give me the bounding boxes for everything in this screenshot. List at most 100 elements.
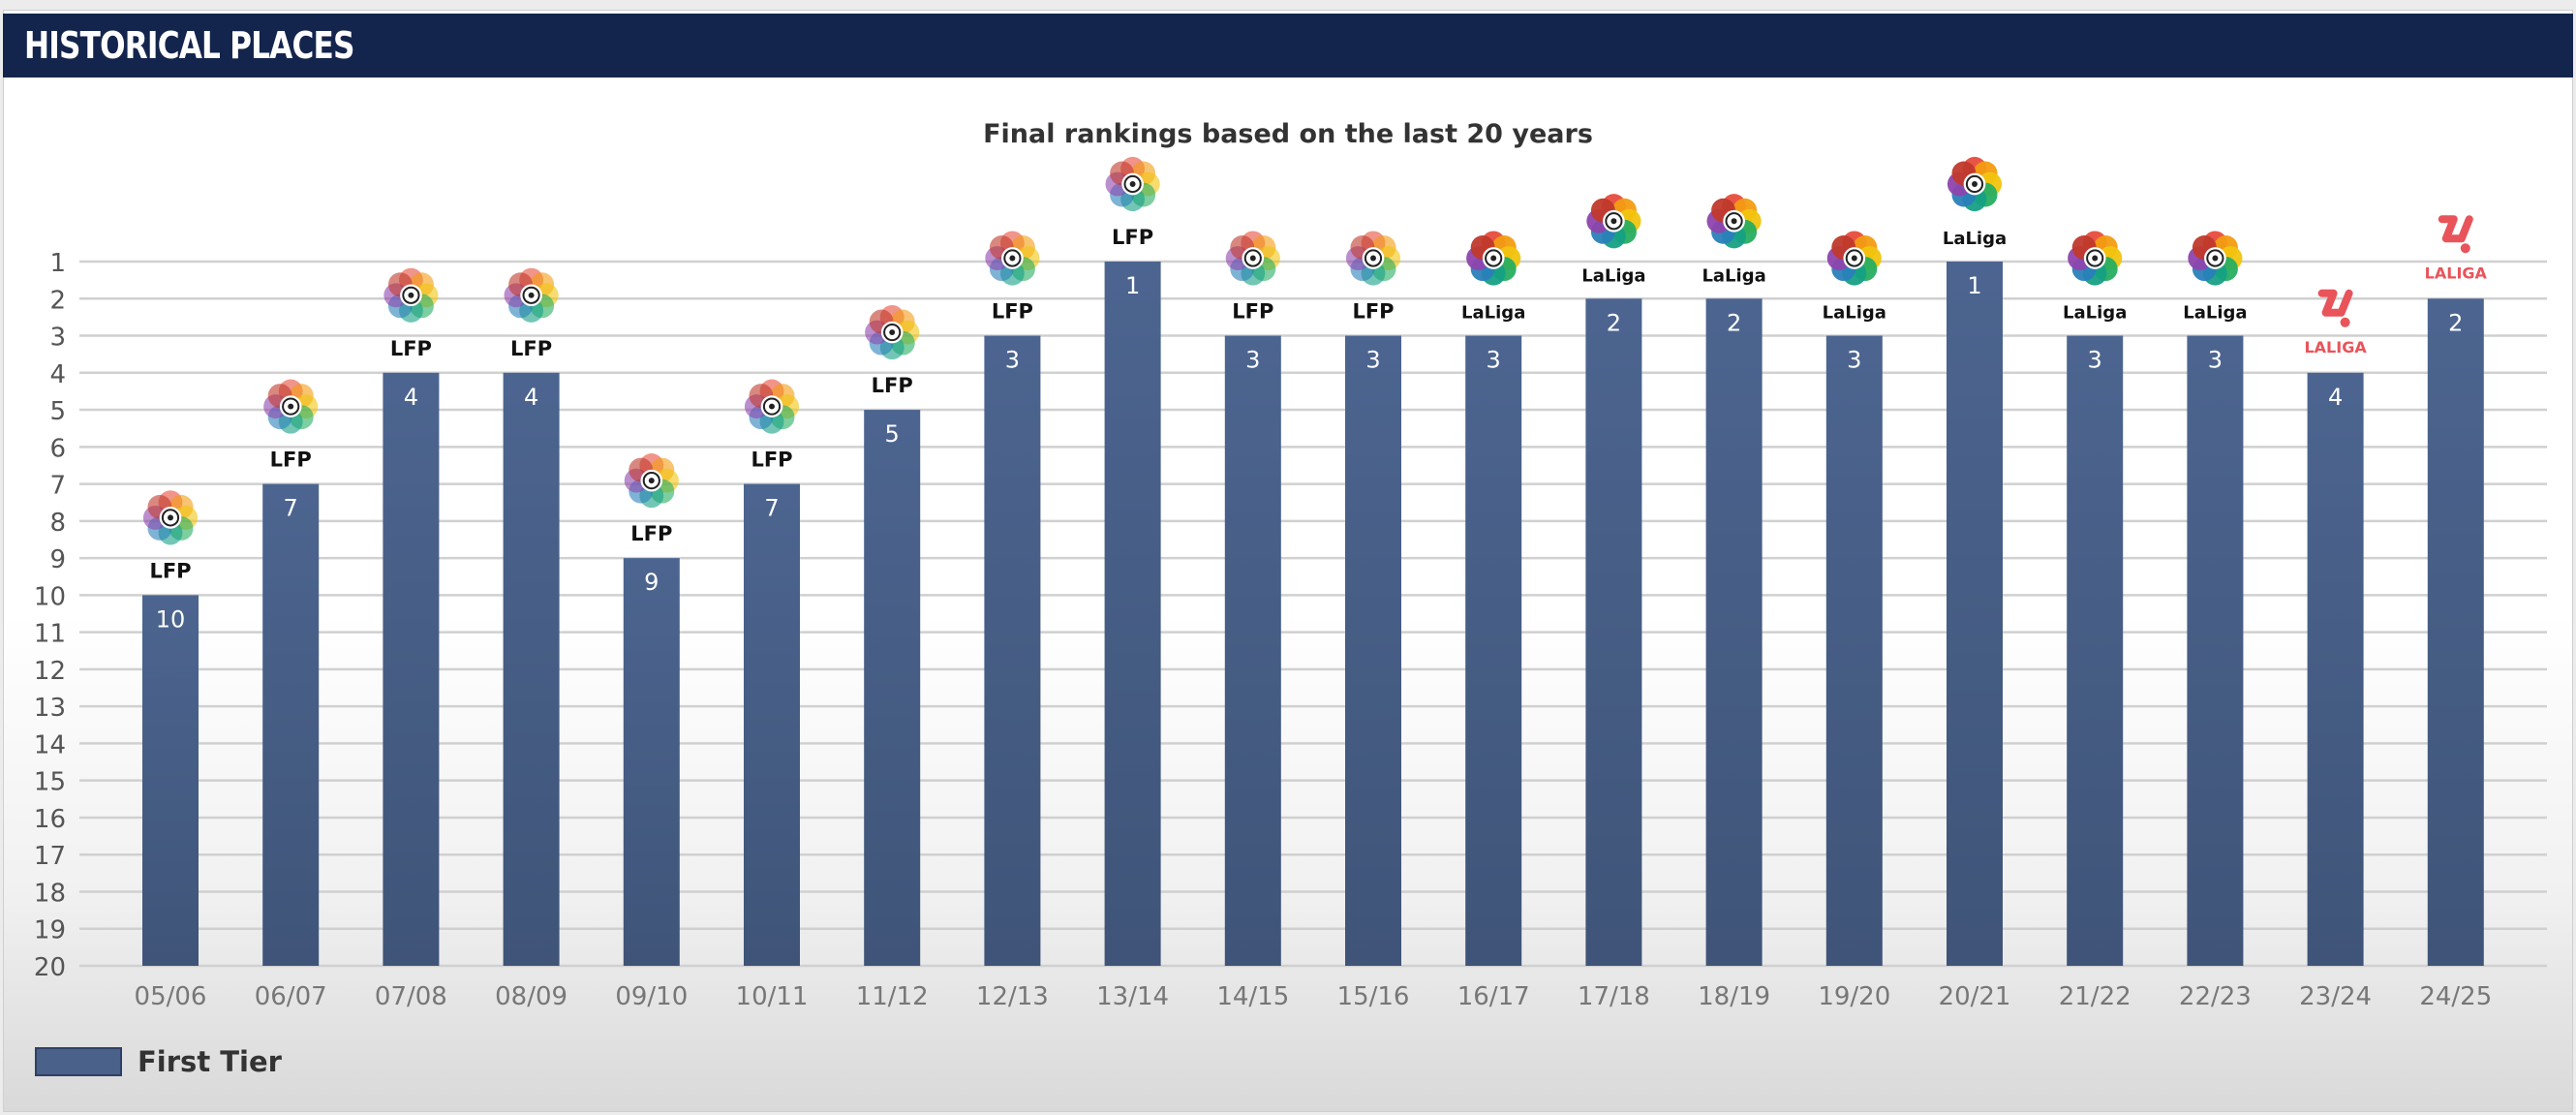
bar-value-label: 3 <box>1005 347 1020 374</box>
y-tick-label: 3 <box>49 324 66 353</box>
lfp-flower-icon <box>624 453 679 509</box>
y-tick-label: 16 <box>34 805 66 834</box>
lfp-flower-icon <box>1105 156 1160 212</box>
x-tick-label: 10/11 <box>736 982 809 1011</box>
lfp-flower-icon <box>263 379 319 434</box>
laliga-flower-icon <box>1586 194 1641 249</box>
bar-11-12[interactable] <box>864 410 921 967</box>
league-badge-label: LALIGA <box>2425 263 2488 282</box>
y-tick-label: 11 <box>34 620 66 649</box>
bar-08-09[interactable] <box>503 372 560 967</box>
x-tick-label: 06/07 <box>255 982 327 1011</box>
bar-21-22[interactable] <box>2067 335 2124 966</box>
laliga-flower-icon <box>2068 231 2123 286</box>
bar-value-label: 3 <box>1245 347 1260 374</box>
bar-value-label: 3 <box>2088 347 2102 374</box>
bar-value-label: 7 <box>764 495 779 522</box>
laliga-new-logo-icon <box>2438 215 2473 254</box>
x-tick-label: 16/17 <box>1457 982 1530 1011</box>
y-tick-label: 20 <box>34 953 66 982</box>
section-header: HISTORICAL PLACES <box>3 14 2573 77</box>
x-tick-label: 08/09 <box>495 982 567 1011</box>
league-badge-label: LaLiga <box>2183 303 2247 324</box>
league-badge-label: LaLiga <box>2063 303 2127 324</box>
y-tick-label: 8 <box>49 509 66 538</box>
league-badge-label: LaLiga <box>1823 303 1886 324</box>
league-badge-label: LFP <box>1232 300 1273 324</box>
x-tick-label: 24/25 <box>2419 982 2492 1011</box>
x-tick-label: 14/15 <box>1216 982 1289 1011</box>
y-tick-label: 9 <box>49 545 66 574</box>
x-tick-label: 12/13 <box>976 982 1049 1011</box>
laliga-flower-icon <box>1466 231 1521 286</box>
chart-title: Final rankings based on the last 20 year… <box>983 119 1593 149</box>
bar-09-10[interactable] <box>623 558 680 966</box>
bar-05-06[interactable] <box>142 595 199 966</box>
league-badge-label: LaLiga <box>1943 229 2007 249</box>
bar-value-label: 3 <box>1365 347 1380 374</box>
bar-value-label: 1 <box>1125 272 1140 299</box>
lfp-flower-icon <box>1225 231 1280 286</box>
lfp-flower-icon <box>142 490 199 545</box>
section-title: HISTORICAL PLACES <box>24 24 354 67</box>
x-tick-label: 23/24 <box>2299 982 2372 1011</box>
bar-value-label: 7 <box>284 495 298 522</box>
bar-18-19[interactable] <box>1705 298 1763 966</box>
bar-value-label: 10 <box>156 605 186 633</box>
league-badge-label: LFP <box>270 449 312 472</box>
bar-10-11[interactable] <box>744 483 800 966</box>
bar-value-label: 3 <box>1487 347 1501 374</box>
league-badge-label: LFP <box>1112 226 1153 249</box>
x-tick-label: 20/21 <box>1939 982 2011 1011</box>
bar-value-label: 4 <box>524 384 538 411</box>
x-tick-label: 11/12 <box>856 982 929 1011</box>
y-tick-label: 10 <box>34 582 66 611</box>
bar-06-07[interactable] <box>262 483 320 966</box>
bar-value-label: 4 <box>404 384 418 411</box>
bar-24-25[interactable] <box>2427 298 2484 966</box>
chart-legend[interactable]: First Tier <box>35 1044 282 1079</box>
bar-value-label: 4 <box>2328 384 2343 411</box>
league-badge-label: LFP <box>510 337 552 360</box>
y-gridlines <box>79 260 2547 968</box>
bar-15-16[interactable] <box>1345 335 1401 966</box>
laliga-flower-icon <box>1947 156 2003 212</box>
laliga-flower-icon <box>1826 231 1882 286</box>
bar-19-20[interactable] <box>1825 335 1883 966</box>
bar-value-label: 2 <box>2448 309 2463 336</box>
bar-13-14[interactable] <box>1104 262 1161 966</box>
y-tick-label: 4 <box>49 360 66 389</box>
league-badge-label: LFP <box>872 374 913 397</box>
y-tick-label: 17 <box>34 842 66 871</box>
league-badge-label: LALIGA <box>2304 338 2367 356</box>
lfp-flower-icon <box>504 267 559 323</box>
bar-value-label: 5 <box>885 420 900 448</box>
bar-20-21[interactable] <box>1947 262 2003 966</box>
bar-23-24[interactable] <box>2307 372 2364 967</box>
legend-label-first-tier: First Tier <box>138 1045 282 1078</box>
league-badge-label: LFP <box>992 300 1033 324</box>
bar-16-17[interactable] <box>1465 335 1522 966</box>
bar-value-label: 2 <box>1727 309 1741 336</box>
league-badge-label: LFP <box>751 449 792 472</box>
bar-14-15[interactable] <box>1224 335 1281 966</box>
bar-07-08[interactable] <box>383 372 440 967</box>
lfp-flower-icon <box>865 304 920 360</box>
bar-value-label: 3 <box>2208 347 2223 374</box>
bar-17-18[interactable] <box>1585 298 1642 966</box>
y-tick-label: 1 <box>49 249 66 278</box>
y-tick-label: 18 <box>34 879 66 908</box>
y-tick-label: 12 <box>34 657 66 686</box>
league-badge-label: LFP <box>630 522 672 545</box>
legend-swatch-first-tier <box>35 1047 122 1076</box>
y-tick-label: 19 <box>34 916 66 945</box>
bar-12-13[interactable] <box>984 335 1041 966</box>
x-tick-label: 09/10 <box>615 982 688 1011</box>
y-tick-label: 7 <box>49 472 66 501</box>
y-tick-label: 14 <box>34 730 66 759</box>
league-badge-label: LaLiga <box>1581 265 1645 286</box>
x-tick-label: 21/22 <box>2059 982 2131 1011</box>
bar-value-label: 9 <box>644 569 659 596</box>
bar-22-23[interactable] <box>2187 335 2244 966</box>
